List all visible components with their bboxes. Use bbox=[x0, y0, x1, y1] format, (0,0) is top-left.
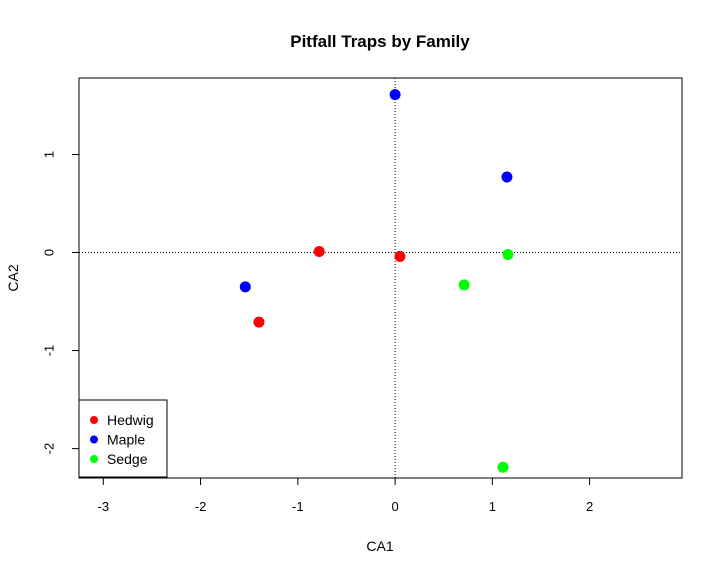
legend: Hedwig Maple Sedge bbox=[78, 399, 168, 478]
legend-marker-maple bbox=[90, 435, 98, 444]
x-axis-label: CA1 bbox=[366, 538, 393, 554]
y-tick-label: -1 bbox=[42, 345, 57, 357]
plot-border bbox=[78, 77, 683, 479]
point-maple bbox=[389, 89, 401, 101]
point-sedge bbox=[458, 279, 470, 291]
y-axis-label: CA2 bbox=[5, 264, 21, 291]
reference-lines bbox=[79, 78, 682, 478]
point-sedge bbox=[497, 461, 509, 473]
chart-title: Pitfall Traps by Family bbox=[290, 32, 470, 51]
x-tick-label: -2 bbox=[195, 499, 207, 514]
plot-area bbox=[78, 77, 683, 479]
x-tick-label: 2 bbox=[586, 499, 593, 514]
point-hedwig bbox=[253, 316, 265, 328]
point-hedwig bbox=[313, 246, 325, 258]
point-sedge bbox=[502, 248, 514, 260]
legend-marker-hedwig bbox=[90, 416, 98, 424]
x-tick-label: -3 bbox=[98, 499, 110, 514]
point-maple bbox=[501, 171, 513, 183]
legend-label-hedwig: Hedwig bbox=[107, 412, 154, 428]
data-points bbox=[239, 89, 514, 473]
y-tick-label: -2 bbox=[42, 443, 57, 455]
y-tick-label: 0 bbox=[42, 249, 57, 256]
y-axis: -2 -1 0 1 bbox=[42, 151, 80, 455]
legend-marker-sedge bbox=[90, 455, 98, 463]
y-tick-label: 1 bbox=[42, 151, 57, 158]
legend-label-sedge: Sedge bbox=[107, 451, 148, 467]
point-hedwig bbox=[394, 250, 406, 262]
x-axis: -3 -2 -1 0 1 2 bbox=[98, 477, 593, 514]
legend-label-maple: Maple bbox=[107, 432, 145, 448]
x-tick-label: -1 bbox=[292, 499, 304, 514]
x-tick-label: 0 bbox=[391, 499, 398, 514]
x-tick-label: 1 bbox=[489, 499, 496, 514]
point-maple bbox=[239, 281, 251, 293]
